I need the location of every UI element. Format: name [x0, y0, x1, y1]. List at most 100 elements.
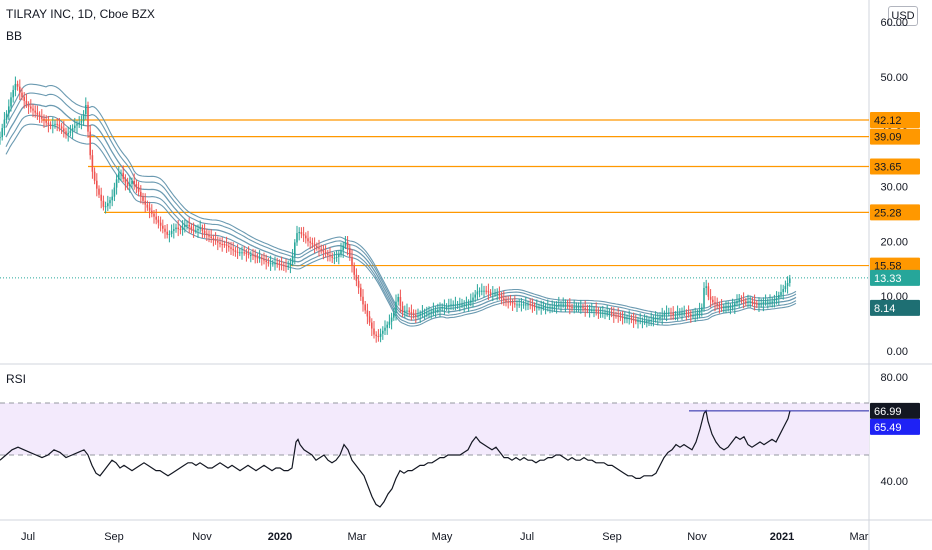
level-price-label: 33.65	[874, 161, 902, 173]
candle-body	[549, 307, 551, 309]
candle-body	[272, 263, 274, 265]
candle-body	[467, 302, 470, 305]
candle-body	[421, 312, 424, 314]
candle-body	[221, 244, 223, 246]
candle-body	[626, 318, 628, 320]
bb-value-label: 8.14	[874, 303, 895, 315]
candle-body	[553, 306, 556, 308]
time-tick-label: Mar	[348, 531, 367, 543]
candle-body	[254, 255, 256, 258]
candle-body	[780, 292, 782, 296]
candle-body	[217, 241, 219, 243]
candle-body	[527, 304, 529, 306]
candle-body	[643, 320, 646, 322]
candle-body	[168, 233, 171, 235]
candle-body	[635, 320, 637, 322]
candle-body	[353, 266, 355, 275]
time-tick-label: Mar	[850, 531, 869, 543]
candle-body	[195, 230, 197, 232]
candle-body	[617, 315, 619, 317]
candle-body	[430, 311, 432, 313]
candle-body	[652, 318, 655, 321]
candle-body	[3, 119, 6, 129]
candle-body	[498, 293, 501, 296]
candle-body	[507, 301, 509, 303]
candle-body	[747, 301, 749, 303]
candle-body	[685, 312, 688, 314]
candle-body	[146, 204, 149, 208]
candle-body	[197, 228, 199, 231]
time-tick-label: Jul	[21, 531, 35, 543]
candle-body	[729, 307, 732, 309]
candle-body	[65, 131, 67, 135]
candle-body	[758, 304, 760, 306]
candle-body	[720, 306, 723, 308]
candle-body	[417, 315, 419, 317]
candle-body	[52, 124, 54, 126]
candle-body	[692, 315, 694, 317]
candle-body	[472, 297, 474, 301]
candle-body	[133, 181, 135, 185]
candle-body	[551, 307, 553, 309]
candle-body	[648, 320, 650, 322]
candle-body	[740, 299, 743, 301]
candle-body	[428, 312, 430, 314]
candle-body	[476, 291, 479, 295]
candle-body	[386, 324, 388, 328]
price-tick-label: 0.00	[887, 346, 908, 358]
candle-body	[247, 253, 250, 256]
candle-body	[478, 290, 481, 292]
candle-body	[621, 317, 624, 319]
candle-body	[188, 224, 190, 227]
candle-body	[390, 317, 393, 322]
candle-body	[769, 301, 771, 303]
candle-body	[338, 253, 340, 257]
candle-body	[738, 299, 740, 301]
candle-body	[289, 262, 292, 266]
level-price-label: 39.09	[874, 132, 902, 144]
candle-body	[577, 307, 580, 309]
candle-body	[441, 307, 443, 309]
candle-body	[333, 257, 336, 259]
candle-body	[87, 105, 89, 132]
candle-body	[544, 307, 547, 309]
candle-body	[320, 248, 322, 251]
candle-body	[232, 248, 234, 251]
candle-body	[155, 216, 157, 220]
candle-body	[234, 250, 237, 252]
candle-body	[256, 257, 259, 259]
candle-body	[522, 304, 525, 306]
candle-body	[54, 123, 56, 125]
candle-body	[775, 298, 778, 301]
candle-body	[267, 262, 270, 264]
candle-body	[591, 309, 593, 311]
candle-body	[725, 307, 727, 309]
candle-body	[439, 308, 441, 310]
candle-body	[586, 309, 589, 311]
candle-body	[309, 241, 311, 243]
candle-body	[639, 320, 641, 322]
level-price-label: 25.28	[874, 207, 902, 219]
candle-body	[786, 283, 789, 287]
candle-body	[696, 313, 699, 315]
level-price-label: 15.58	[874, 261, 902, 273]
candle-body	[450, 304, 452, 306]
candle-body	[175, 227, 177, 230]
candle-body	[454, 304, 457, 306]
candle-body	[228, 245, 230, 248]
candle-body	[69, 131, 72, 133]
candle-body	[250, 255, 252, 257]
time-tick-label: Jul	[520, 531, 534, 543]
candle-body	[558, 304, 560, 306]
price-tick-label: 20.00	[880, 236, 908, 248]
candle-body	[602, 312, 604, 314]
candle-body	[179, 229, 182, 231]
candle-body	[131, 181, 133, 185]
candle-body	[681, 312, 683, 314]
candle-body	[305, 235, 307, 239]
candle-body	[104, 206, 107, 208]
currency-button[interactable]: USD	[888, 6, 918, 26]
candle-body	[659, 316, 661, 319]
